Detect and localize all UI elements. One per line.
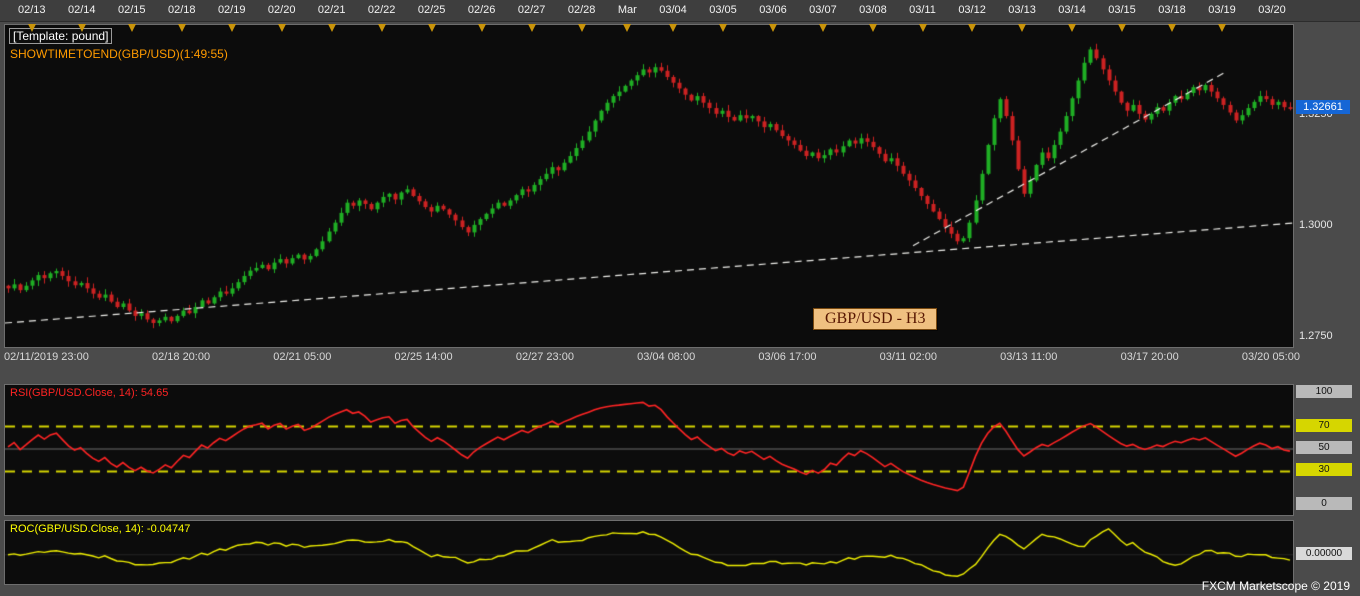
session-marker-icon (1068, 24, 1077, 32)
roc-zero-badge: 0.00000 (1296, 546, 1352, 560)
date-label: 03/08 (859, 0, 887, 32)
session-marker-icon (668, 24, 677, 32)
session-marker-icon (227, 24, 236, 32)
date-label: 03/14 (1058, 0, 1086, 32)
date-label: 03/11 (909, 0, 936, 32)
rsi-indicator-label[interactable]: RSI(GBP/USD.Close, 14): 54.65 (10, 387, 169, 399)
session-marker-icon (768, 24, 777, 32)
session-marker-icon (868, 24, 877, 32)
time-label: 03/11 02:00 (879, 351, 937, 363)
date-label: 02/26 (468, 0, 495, 32)
time-label: 02/18 20:00 (151, 351, 211, 363)
rsi-axis-badge: 100 (1296, 385, 1352, 398)
rsi-canvas[interactable] (5, 385, 1293, 515)
template-label[interactable]: [Template: pound] (9, 28, 113, 44)
symbol-timeframe-label[interactable]: GBP/USD - H3 (813, 308, 938, 330)
rsi-axis-badge: 30 (1296, 463, 1352, 477)
rsi-axis-badge: 70 (1296, 418, 1352, 432)
session-marker-icon (1018, 24, 1027, 32)
session-marker-icon (918, 24, 927, 32)
session-marker-icon (718, 24, 727, 32)
date-label: 02/27 (518, 0, 545, 32)
session-marker-icon (327, 24, 336, 32)
date-label: 03/18 (1158, 0, 1186, 32)
session-marker-icon (177, 24, 186, 32)
time-label: 02/11/2019 23:00 (4, 351, 89, 363)
time-label: 02/27 23:00 (515, 351, 574, 363)
date-label: 02/13 (18, 0, 46, 32)
date-label: 03/06 (759, 0, 787, 32)
time-label: 03/04 08:00 (637, 351, 696, 363)
session-marker-icon (27, 24, 36, 32)
price-tick-label: 1.3000 (1299, 219, 1333, 232)
date-label: 03/15 (1108, 0, 1136, 32)
roc-axis: 0.00000 (1294, 520, 1360, 583)
date-label: 02/18 (168, 0, 195, 32)
showtimetoend-label[interactable]: SHOWTIMETOEND(GBP/USD)(1:49:55) (10, 47, 228, 61)
date-label: 02/15 (118, 0, 146, 32)
session-marker-icon (77, 24, 86, 32)
rsi-axis: 100 70 50 30 0 (1294, 384, 1360, 516)
session-marker-icon (127, 24, 136, 32)
time-label: 03/06 17:00 (758, 351, 817, 363)
date-label: Mar (618, 0, 637, 32)
rsi-axis-badge: 50 (1296, 441, 1352, 454)
date-label: 02/25 (418, 0, 445, 32)
session-marker-icon (1118, 24, 1127, 32)
session-marker-icon (1168, 24, 1177, 32)
time-label: 03/17 20:00 (1120, 351, 1179, 363)
date-label: 03/04 (659, 0, 687, 32)
date-label: 03/13 (1008, 0, 1036, 32)
roc-canvas[interactable] (5, 521, 1293, 584)
session-marker-icon (377, 24, 386, 32)
session-marker-icon (577, 24, 586, 32)
time-label: 02/25 14:00 (394, 351, 453, 363)
roc-panel[interactable]: ROC(GBP/USD.Close, 14): -0.04747 (4, 520, 1294, 585)
date-label: 03/20 (1258, 4, 1286, 16)
time-label: 02/21 05:00 (273, 351, 332, 363)
date-axis-top: 02/13 02/14 02/15 02/18 02/19 02/20 02/21 02/22… (0, 0, 1360, 32)
session-marker-icon (968, 24, 977, 32)
session-marker-icon (477, 24, 486, 32)
rsi-panel[interactable]: RSI(GBP/USD.Close, 14): 54.65 (4, 384, 1294, 516)
session-marker-icon (818, 24, 827, 32)
date-label: 02/22 (368, 0, 395, 32)
date-label: 03/07 (809, 0, 837, 32)
session-marker-icon (427, 24, 436, 32)
rsi-axis-badge: 0 (1296, 497, 1352, 510)
date-label: 02/19 (218, 0, 245, 32)
date-label: 02/14 (68, 0, 96, 32)
price-axis: 1.32661 1.3250 1.3000 1.2750 (1294, 24, 1360, 346)
time-label: 03/20 05:00 (1241, 351, 1300, 363)
price-tick-label: 1.2750 (1299, 330, 1333, 343)
date-label: 02/28 (568, 0, 595, 32)
time-axis: 02/11/2019 23:00 02/18 20:00 02/21 05:00 02… (4, 351, 1300, 371)
date-label: 02/21 (318, 0, 345, 32)
roc-indicator-label[interactable]: ROC(GBP/USD.Close, 14): -0.04747 (10, 523, 191, 535)
session-marker-icon (1218, 24, 1226, 32)
session-marker-icon (527, 24, 536, 32)
last-price-badge: 1.32661 (1296, 99, 1350, 114)
session-marker-icon (277, 24, 286, 32)
session-marker-icon (623, 24, 632, 32)
date-label: 02/20 (268, 0, 295, 32)
price-chart-panel[interactable]: [Template: pound] SHOWTIMETOEND(GBP/USD)… (4, 24, 1294, 348)
watermark: FXCM Marketscope © 2019 (1201, 579, 1350, 593)
candlestick-canvas[interactable] (5, 25, 1293, 347)
date-label: 03/19 (1208, 0, 1236, 32)
date-label: 03/05 (709, 0, 737, 32)
time-label: 03/13 11:00 (1000, 351, 1058, 363)
date-label: 03/12 (958, 0, 986, 32)
